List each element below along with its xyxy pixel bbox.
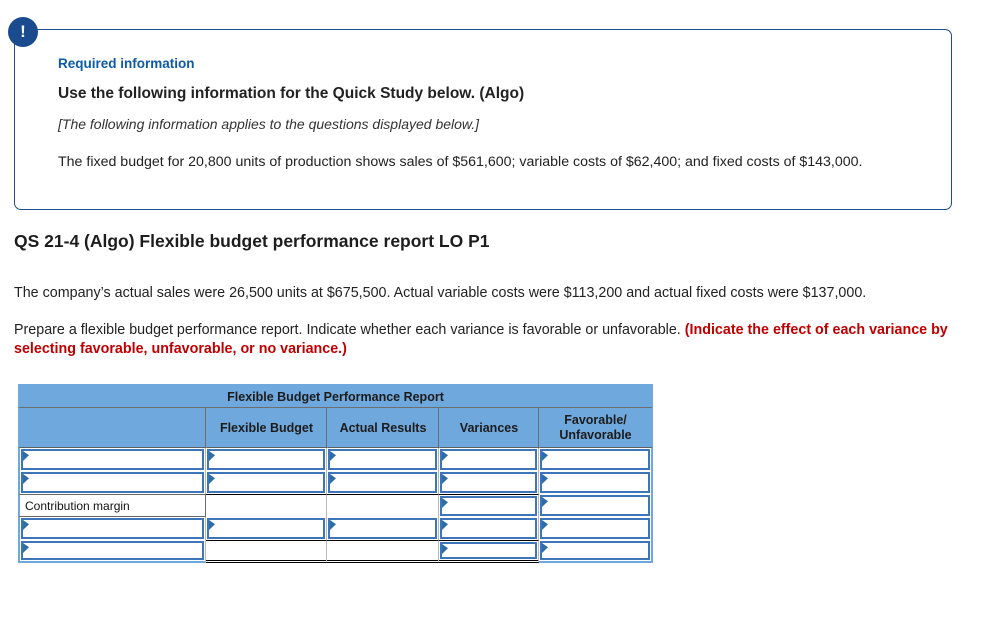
question-paragraph-2: Prepare a flexible budget performance re… xyxy=(14,321,962,359)
table-row xyxy=(18,517,654,540)
cell-flag-icon xyxy=(23,474,29,484)
cell-flag-icon xyxy=(209,451,215,461)
required-information-box: Required information Use the following i… xyxy=(14,29,952,210)
header-variances: Variances xyxy=(439,408,539,448)
row2-flexible-budget-input[interactable] xyxy=(207,472,325,493)
table-row-contribution-margin: Contribution margin xyxy=(18,494,654,517)
cell-flag-icon xyxy=(442,451,448,461)
row4-label-input[interactable] xyxy=(21,518,204,539)
cell-flag-icon xyxy=(330,451,336,461)
cell-flag-icon xyxy=(542,451,548,461)
row1-favorable-unfavorable-input[interactable] xyxy=(540,449,651,470)
header-row-label xyxy=(18,408,206,448)
cell-flag-icon xyxy=(23,520,29,530)
row5-variances-input[interactable] xyxy=(440,542,537,559)
question-paragraph-2-emphasis: (Indicate the effect of each variance by… xyxy=(14,322,948,357)
row5-favorable-unfavorable-input[interactable] xyxy=(540,541,651,560)
row5-actual-results-cell xyxy=(327,540,439,563)
required-information-note: [The following information applies to th… xyxy=(58,116,480,132)
required-information-body: The fixed budget for 20,800 units of pro… xyxy=(58,154,863,170)
row1-actual-results-input[interactable] xyxy=(328,449,437,470)
table-header-row: Flexible Budget Actual Results Variances… xyxy=(18,408,654,448)
cell-flag-icon xyxy=(542,497,548,507)
cell-flag-icon xyxy=(442,544,448,554)
cell-flag-icon xyxy=(542,474,548,484)
contribution-margin-flexible-budget-cell xyxy=(206,494,327,517)
table-row xyxy=(18,448,654,471)
contribution-margin-label: Contribution margin xyxy=(18,494,206,517)
cell-flag-icon xyxy=(542,520,548,530)
row5-flexible-budget-cell xyxy=(206,540,327,563)
cell-flag-icon xyxy=(209,474,215,484)
cell-flag-icon xyxy=(330,520,336,530)
cell-flag-icon xyxy=(542,543,548,553)
alert-exclamation-icon: ! xyxy=(8,17,38,47)
flexible-budget-table: Flexible Budget Performance Report Flexi… xyxy=(18,384,654,563)
contribution-margin-favorable-unfavorable-input[interactable] xyxy=(540,495,651,516)
table-row xyxy=(18,471,654,494)
row2-variances-input[interactable] xyxy=(440,472,537,493)
table-row xyxy=(18,540,654,563)
contribution-margin-variances-input[interactable] xyxy=(440,496,537,516)
header-actual-results: Actual Results xyxy=(327,408,439,448)
required-information-label: Required information xyxy=(58,56,195,71)
row4-variances-input[interactable] xyxy=(440,518,537,539)
cell-flag-icon xyxy=(23,543,29,553)
cell-flag-icon xyxy=(23,451,29,461)
row5-label-input[interactable] xyxy=(21,541,204,560)
cell-flag-icon xyxy=(442,498,448,508)
cell-flag-icon xyxy=(330,474,336,484)
row1-label-input[interactable] xyxy=(21,449,204,470)
cell-flag-icon xyxy=(442,474,448,484)
question-paragraph-2-normal: Prepare a flexible budget performance re… xyxy=(14,322,685,338)
row4-favorable-unfavorable-input[interactable] xyxy=(540,518,651,539)
required-information-title: Use the following information for the Qu… xyxy=(58,85,525,102)
row2-label-input[interactable] xyxy=(21,472,204,493)
table-title-row: Flexible Budget Performance Report xyxy=(18,384,654,408)
row2-actual-results-input[interactable] xyxy=(328,472,437,493)
table-title: Flexible Budget Performance Report xyxy=(18,384,654,408)
header-flexible-budget: Flexible Budget xyxy=(206,408,327,448)
cell-flag-icon xyxy=(209,520,215,530)
row2-favorable-unfavorable-input[interactable] xyxy=(540,472,651,493)
row4-actual-results-input[interactable] xyxy=(328,518,437,539)
row4-flexible-budget-input[interactable] xyxy=(207,518,325,539)
row1-flexible-budget-input[interactable] xyxy=(207,449,325,470)
question-paragraph-1: The company’s actual sales were 26,500 u… xyxy=(14,285,867,301)
question-heading: QS 21-4 (Algo) Flexible budget performan… xyxy=(14,231,490,251)
header-favorable-unfavorable: Favorable/ Unfavorable xyxy=(539,408,654,448)
row1-variances-input[interactable] xyxy=(440,449,537,470)
cell-flag-icon xyxy=(442,520,448,530)
contribution-margin-actual-results-cell xyxy=(327,494,439,517)
